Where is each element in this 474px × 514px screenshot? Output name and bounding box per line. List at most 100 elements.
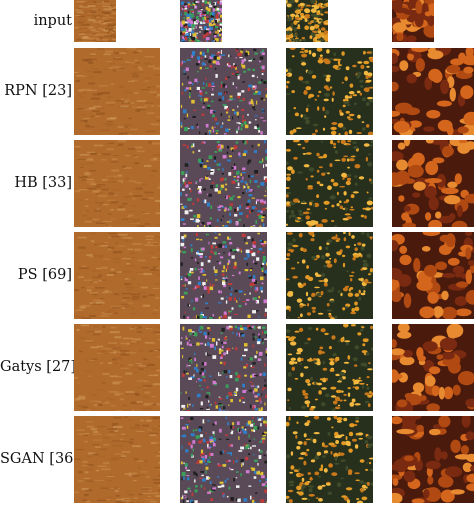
- texture-speck: [130, 475, 140, 477]
- texture-speck: [264, 379, 266, 382]
- texture-speck: [78, 41, 87, 42]
- texture-speck: [154, 282, 160, 285]
- texture-speck: [246, 251, 250, 256]
- texture-speck: [79, 267, 89, 270]
- texture-speck: [253, 48, 257, 51]
- texture-speck: [300, 357, 304, 362]
- texture-speck: [100, 456, 105, 457]
- texture-speck: [208, 155, 213, 159]
- texture-speck: [247, 68, 251, 71]
- texture-speck: [358, 377, 361, 380]
- texture-speck: [158, 474, 160, 477]
- texture-speck: [332, 400, 338, 405]
- texture-speck: [313, 17, 318, 20]
- texture-speck: [351, 398, 356, 403]
- texture-speck: [349, 402, 355, 407]
- texture-speck: [201, 3, 204, 5]
- texture-speck: [424, 185, 437, 199]
- input-orange-on-green-texture: [286, 0, 328, 42]
- texture-speck: [182, 41, 186, 42]
- texture-speck: [460, 273, 467, 279]
- texture-speck: [301, 36, 305, 40]
- texture-speck: [309, 476, 313, 481]
- texture-speck: [106, 199, 115, 201]
- texture-speck: [194, 332, 198, 337]
- texture-speck: [112, 307, 120, 309]
- texture-speck: [263, 299, 267, 304]
- texture-speck: [360, 253, 363, 258]
- texture-speck: [257, 393, 260, 396]
- texture-speck: [449, 87, 456, 102]
- texture-speck: [238, 205, 242, 209]
- texture-speck: [242, 140, 245, 143]
- texture-speck: [199, 66, 202, 70]
- texture-speck: [209, 317, 213, 319]
- texture-speck: [128, 278, 137, 280]
- texture-speck: [181, 404, 186, 408]
- texture-speck: [211, 126, 214, 130]
- texture-speck: [92, 276, 102, 278]
- texture-speck: [197, 188, 200, 190]
- texture-speck: [287, 337, 295, 342]
- texture-speck: [323, 278, 329, 283]
- texture-speck: [316, 11, 320, 15]
- texture-speck: [189, 20, 194, 24]
- texture-speck: [450, 439, 461, 453]
- texture-speck: [232, 165, 237, 170]
- result-orange-on-green-texture: [286, 416, 373, 503]
- texture-speck: [316, 194, 320, 198]
- texture-speck: [183, 205, 187, 209]
- texture-speck: [220, 113, 223, 117]
- texture-speck: [327, 185, 332, 190]
- texture-speck: [293, 107, 297, 110]
- texture-speck: [223, 337, 227, 340]
- texture-speck: [224, 133, 227, 135]
- texture-speck: [305, 275, 310, 280]
- texture-speck: [145, 235, 154, 238]
- texture-speck: [242, 97, 245, 101]
- texture-speck: [237, 92, 241, 96]
- texture-speck: [187, 4, 190, 8]
- texture-speck: [237, 196, 241, 199]
- texture-speck: [90, 115, 95, 117]
- texture-speck: [183, 8, 188, 10]
- texture-speck: [208, 392, 211, 396]
- texture-speck: [137, 284, 143, 285]
- texture-speck: [196, 36, 198, 39]
- texture-speck: [111, 66, 121, 68]
- texture-speck: [366, 232, 370, 237]
- texture-speck: [364, 207, 371, 211]
- texture-speck: [290, 209, 295, 215]
- texture-speck: [441, 306, 458, 319]
- texture-speck: [138, 68, 143, 71]
- texture-speck: [341, 441, 346, 446]
- texture-speck: [204, 225, 206, 227]
- texture-speck: [199, 21, 201, 23]
- texture-speck: [249, 267, 253, 270]
- texture-speck: [201, 388, 203, 390]
- texture-speck: [302, 248, 307, 253]
- texture-speck: [184, 181, 187, 186]
- texture-speck: [204, 362, 207, 366]
- texture-speck: [244, 124, 249, 129]
- texture-speck: [110, 161, 119, 163]
- texture-speck: [180, 104, 183, 109]
- texture-speck: [204, 0, 208, 5]
- texture-speck: [370, 140, 373, 144]
- texture-speck: [343, 361, 350, 364]
- texture-speck: [202, 281, 204, 286]
- texture-speck: [228, 115, 230, 118]
- texture-speck: [427, 50, 444, 60]
- texture-speck: [245, 242, 248, 245]
- input-colorful-noise-texture: [180, 0, 222, 42]
- texture-speck: [110, 326, 117, 329]
- texture-speck: [193, 472, 197, 475]
- texture-speck: [414, 14, 424, 28]
- texture-speck: [328, 358, 335, 361]
- texture-speck: [258, 397, 262, 402]
- texture-speck: [101, 11, 106, 12]
- texture-image: [74, 416, 160, 503]
- texture-speck: [206, 407, 209, 410]
- texture-speck: [215, 122, 219, 125]
- texture-speck: [151, 170, 158, 172]
